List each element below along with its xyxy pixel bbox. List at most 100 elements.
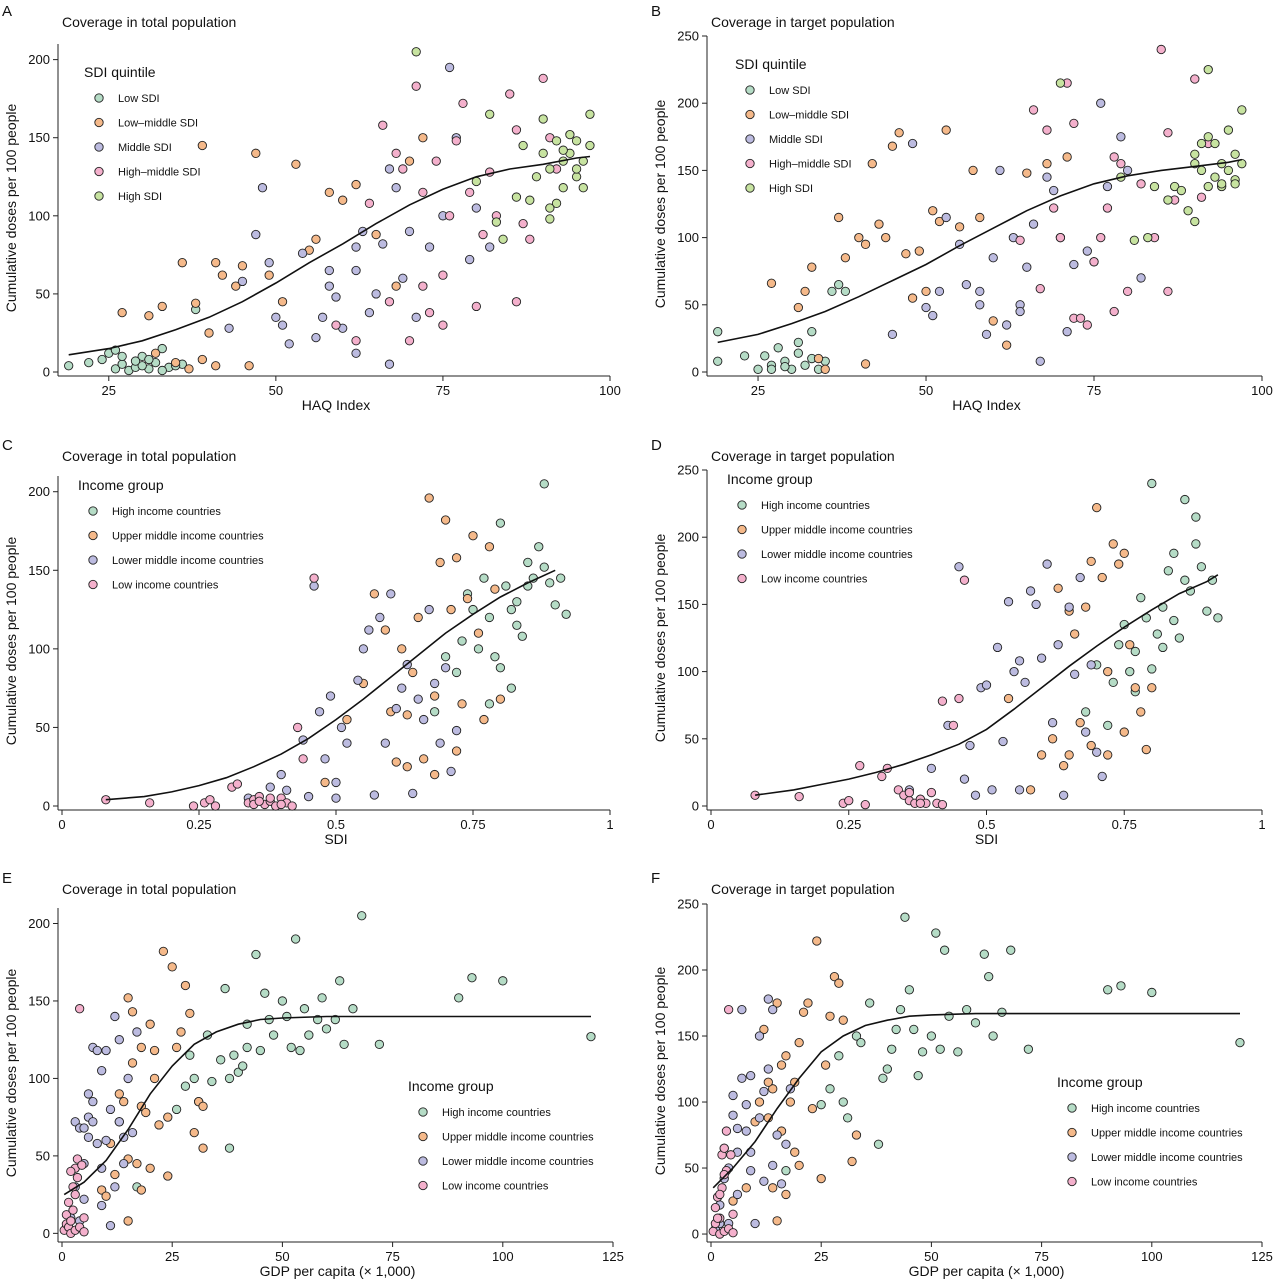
data-point <box>304 1030 314 1040</box>
data-point <box>479 573 489 583</box>
data-point <box>1169 181 1180 192</box>
data-point <box>413 694 423 704</box>
data-point <box>1213 613 1223 623</box>
data-point <box>364 198 375 208</box>
data-point <box>391 757 401 767</box>
data-point <box>1237 159 1247 169</box>
data-point <box>110 1011 120 1022</box>
data-point <box>325 691 336 701</box>
data-point <box>1062 152 1072 162</box>
legend-label: High income countries <box>1091 1103 1200 1115</box>
data-point <box>1156 44 1166 55</box>
data-point <box>794 1037 804 1048</box>
data-point <box>578 183 588 193</box>
data-point <box>117 307 127 318</box>
data-point <box>737 1073 747 1083</box>
data-point <box>768 1183 778 1193</box>
y-tick-label: 100 <box>28 641 50 656</box>
data-point <box>1064 602 1074 612</box>
data-point <box>171 1042 182 1053</box>
data-point <box>979 949 989 959</box>
data-point <box>74 1004 85 1014</box>
data-point <box>198 1143 208 1153</box>
panel-letter: C <box>2 437 13 454</box>
data-point <box>1103 720 1113 731</box>
y-tick-label: 200 <box>28 484 50 499</box>
data-point <box>829 971 840 982</box>
data-point <box>746 1070 756 1081</box>
data-point <box>335 976 345 986</box>
data-point <box>1196 192 1207 202</box>
x-tick-label: 0.75 <box>1112 817 1137 832</box>
data-point <box>816 1100 826 1110</box>
data-point <box>440 515 451 525</box>
data-point <box>834 978 844 988</box>
data-point <box>468 531 478 541</box>
data-point <box>954 222 965 232</box>
data-point <box>1055 78 1066 88</box>
data-point <box>1064 750 1074 760</box>
x-axis-title: SDI <box>324 831 347 847</box>
x-axis-title: SDI <box>975 831 998 847</box>
data-point <box>163 1112 173 1122</box>
data-point <box>970 1018 981 1028</box>
data-point <box>585 109 595 119</box>
data-point <box>1102 203 1113 213</box>
data-point <box>451 667 462 678</box>
data-point <box>404 156 415 166</box>
legend-swatch <box>745 134 755 144</box>
data-point <box>438 320 448 330</box>
data-point <box>454 993 464 1003</box>
data-point <box>1070 629 1080 639</box>
data-point <box>473 628 484 638</box>
data-point <box>446 604 456 615</box>
data-point <box>324 281 334 291</box>
legend-label: Lower middle income countries <box>112 555 264 567</box>
legend-swatch <box>418 1131 428 1142</box>
y-tick-label: 150 <box>28 563 50 578</box>
data-point <box>800 360 810 370</box>
data-point <box>713 327 723 337</box>
data-point <box>763 994 773 1004</box>
data-point <box>768 1160 778 1171</box>
data-point <box>1109 306 1119 317</box>
data-point <box>277 297 288 307</box>
y-tick-label: 0 <box>692 799 699 814</box>
x-tick-label: 25 <box>102 383 116 398</box>
data-point <box>101 1135 111 1146</box>
data-point <box>728 1110 738 1120</box>
data-point <box>1114 640 1124 650</box>
data-point <box>411 47 421 57</box>
data-point <box>251 148 261 158</box>
legend-label: Low–middle SDI <box>118 118 198 130</box>
data-point <box>242 1042 252 1053</box>
data-point <box>768 1004 778 1015</box>
data-point <box>145 1163 155 1173</box>
data-point <box>374 1039 385 1049</box>
data-point <box>881 232 891 243</box>
data-point <box>446 766 456 777</box>
legend: SDI quintile Low SDI Low–middle SDI Middle … <box>84 64 201 203</box>
data-point <box>565 129 575 140</box>
data-point <box>760 351 770 361</box>
y-tick-label: 50 <box>36 1148 50 1163</box>
data-point <box>282 1011 292 1022</box>
legend-label: High income countries <box>112 506 221 518</box>
data-point <box>953 1047 963 1057</box>
data-point <box>1020 677 1030 688</box>
data-point <box>1237 105 1247 115</box>
data-point <box>759 1086 769 1097</box>
data-point <box>64 361 74 371</box>
data-point <box>105 1104 116 1115</box>
data-point <box>185 1008 195 1019</box>
y-tick-label: 50 <box>36 720 50 735</box>
data-point <box>1196 562 1207 572</box>
data-point <box>820 364 830 374</box>
x-tick-label: 25 <box>165 1249 179 1264</box>
data-point <box>123 1073 133 1084</box>
data-point <box>157 365 167 376</box>
data-point <box>491 217 502 227</box>
data-point <box>92 1045 102 1056</box>
data-point <box>1130 683 1140 693</box>
data-point <box>255 1045 266 1056</box>
